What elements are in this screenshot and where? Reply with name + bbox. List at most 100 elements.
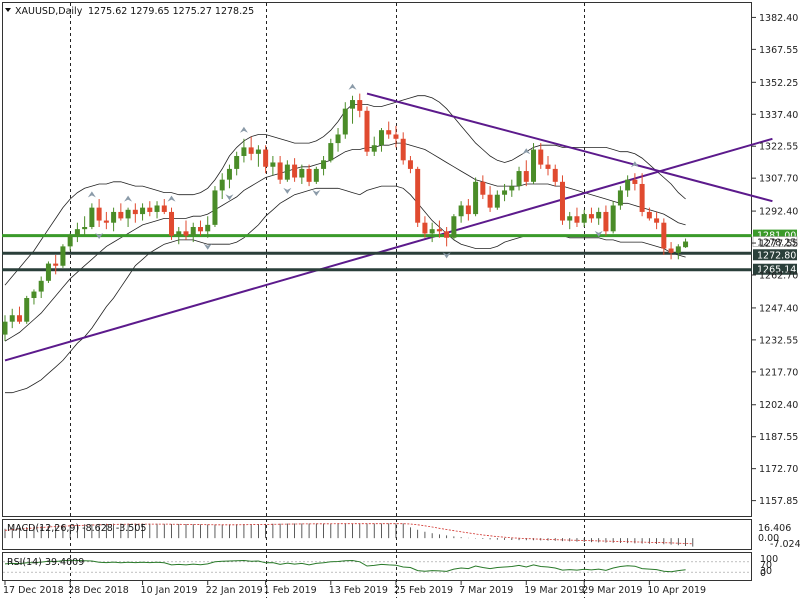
candle-body <box>444 231 450 238</box>
candle-body <box>16 315 22 322</box>
y-tick-label: 1382.40 <box>759 13 798 24</box>
current-price-label: 1278.25 <box>757 238 796 249</box>
candle <box>321 155 327 176</box>
candle <box>248 136 254 161</box>
y-tick-label: 1187.55 <box>759 432 798 443</box>
y-tick-label: 1232.55 <box>759 335 798 346</box>
candle <box>407 155 413 174</box>
candle-body <box>31 291 37 299</box>
candle <box>552 164 558 187</box>
candle-body <box>38 280 44 292</box>
candle <box>502 183 508 202</box>
fractal-down-arrow-icon <box>225 194 234 201</box>
candle <box>632 173 638 191</box>
macd-indicator <box>4 523 694 547</box>
candle <box>24 295 30 324</box>
candle-body <box>509 186 515 191</box>
y-tick-label: 1337.40 <box>759 110 798 121</box>
candle <box>516 166 522 191</box>
x-tick-label: 10 Apr 2019 <box>647 585 706 596</box>
candle-body <box>299 168 305 178</box>
candle <box>646 207 652 221</box>
candle <box>523 160 529 187</box>
candle <box>639 173 645 217</box>
candle-body <box>45 263 51 281</box>
candle <box>378 128 384 152</box>
candle <box>118 203 124 221</box>
candle-body <box>429 229 435 234</box>
candle <box>625 175 631 197</box>
dropdown-triangle-icon[interactable] <box>5 8 11 12</box>
candle-body <box>364 110 370 152</box>
candle <box>422 216 428 238</box>
candle-body <box>328 143 334 161</box>
candle <box>596 207 602 225</box>
candle <box>444 227 450 247</box>
candle <box>451 214 457 240</box>
y-tick-label: 1292.40 <box>759 207 798 218</box>
y-tick-label: 1172.70 <box>759 464 798 475</box>
candle <box>313 166 319 184</box>
candle <box>125 207 131 228</box>
candle <box>96 199 102 228</box>
symbol-title: XAUUSD,Daily <box>15 6 83 17</box>
bollinger-lower-line <box>5 185 686 394</box>
candle-body <box>241 147 247 156</box>
candle-body <box>169 211 175 236</box>
candle <box>610 201 616 234</box>
candle-body <box>487 194 493 208</box>
candle-body <box>545 164 551 169</box>
candle <box>588 207 594 223</box>
rsi-panel-frame <box>2 552 752 581</box>
candle-body <box>552 168 558 182</box>
candle <box>205 216 211 238</box>
macd-panel-frame <box>2 519 752 550</box>
fractal-up-arrow-icon <box>124 195 133 202</box>
candle <box>292 158 298 182</box>
candle <box>219 173 225 200</box>
fractal-up-arrow-icon <box>167 195 176 202</box>
horizontal-levels[interactable]: 1281.00 1272.80 1265.14 1278.25 <box>2 229 798 276</box>
candle-body <box>407 160 413 169</box>
candles <box>2 93 689 342</box>
candle <box>559 175 565 225</box>
candle <box>190 222 196 243</box>
candle <box>103 211 109 230</box>
candle-body <box>96 207 102 221</box>
price-level-label: 1272.80 <box>757 250 796 261</box>
fractal-up-arrow-icon <box>87 191 96 198</box>
candle-body <box>654 218 660 223</box>
bollinger-bands <box>4 95 686 394</box>
candle-body <box>531 149 537 182</box>
trendlines[interactable] <box>4 92 773 362</box>
candle <box>270 155 276 176</box>
candle <box>654 211 660 230</box>
candle <box>111 207 117 232</box>
candle <box>9 308 15 329</box>
candle-body <box>118 211 124 219</box>
candle-body <box>306 168 312 182</box>
macd-axis-zero: 0.00 <box>758 533 779 544</box>
candle <box>538 143 544 169</box>
candle <box>176 227 182 245</box>
candle-body <box>226 168 232 180</box>
price-axis[interactable]: 1382.40 1367.55 1352.25 1337.40 1322.55 1307.… <box>752 13 798 507</box>
candle-body <box>132 209 138 215</box>
price-level-label: 1265.14 <box>757 265 796 276</box>
x-tick-label: 28 Dec 2018 <box>68 585 129 596</box>
candle-body <box>588 214 594 219</box>
candle-body <box>234 155 240 169</box>
time-axis[interactable]: 17 Dec 2018 28 Dec 2018 10 Jan 2019 22 Jan … <box>3 581 706 596</box>
candle <box>509 179 515 197</box>
candle-body <box>639 183 645 212</box>
candle-body <box>596 211 602 219</box>
candle <box>675 244 681 260</box>
candle <box>45 261 51 283</box>
candle <box>342 102 348 139</box>
fractal-down-arrow-icon <box>203 243 212 250</box>
trendline-falling <box>366 92 773 203</box>
current-price-tag <box>752 236 798 247</box>
candle-body <box>125 209 131 219</box>
